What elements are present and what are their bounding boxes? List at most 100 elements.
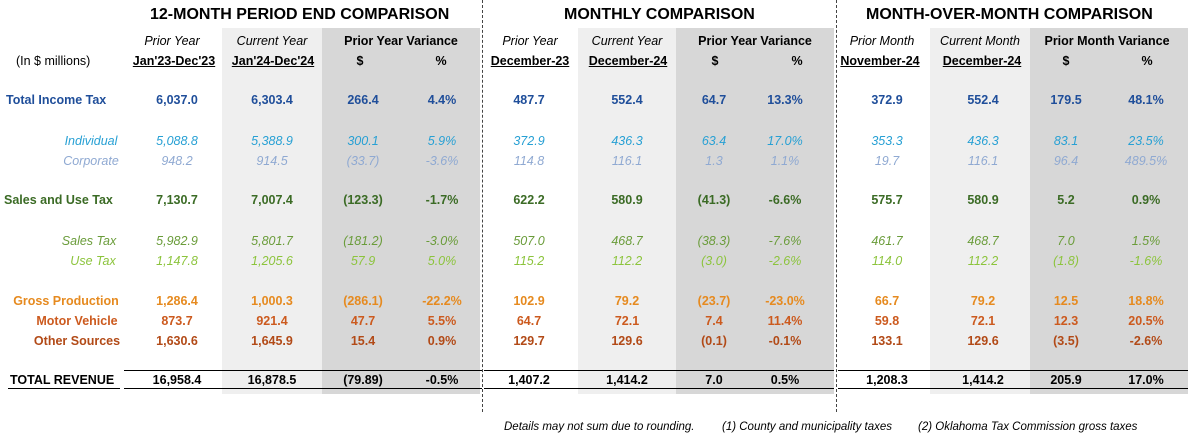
table-cell: 914.5 <box>256 154 288 168</box>
table-cell: 1,414.2 <box>606 373 648 387</box>
table-cell: 7.4 <box>705 314 723 328</box>
table-cell: 921.4 <box>256 314 288 328</box>
table-cell: (1.8) <box>1053 254 1079 268</box>
table-cell: 6,303.4 <box>251 93 293 107</box>
row-label: TOTAL REVENUE <box>10 373 115 387</box>
table-cell: 7.0 <box>705 373 723 387</box>
table-cell: 59.8 <box>874 314 900 328</box>
row-label: Sales Tax <box>61 234 117 248</box>
table-cell: 114.0 <box>871 254 903 268</box>
table-cell: 436.3 <box>967 134 999 148</box>
table-cell: 179.5 <box>1050 93 1082 107</box>
row-label: Motor Vehicle <box>36 314 118 328</box>
table-cell: 17.0% <box>1128 373 1164 387</box>
col-header: November-24 <box>840 54 920 68</box>
table-cell: 15.4 <box>350 334 376 348</box>
table-cell: 72.1 <box>614 314 640 328</box>
table-cell: 23.5% <box>1128 134 1164 148</box>
table-cell: 1.3 <box>705 154 723 168</box>
table-cell: 112.2 <box>611 254 643 268</box>
table-cell: 552.4 <box>611 93 643 107</box>
table-cell: 468.7 <box>967 234 999 248</box>
table-cell: 72.1 <box>970 314 996 328</box>
table-cell: 66.7 <box>874 294 900 308</box>
table-cell: 7,130.7 <box>156 193 198 207</box>
row-label: Sales and Use Tax <box>4 193 113 207</box>
table-cell: (3.5) <box>1053 334 1079 348</box>
table-cell: 489.5% <box>1124 154 1168 168</box>
table-cell: -3.6% <box>425 154 459 168</box>
total-bottom-border <box>484 388 834 389</box>
section-divider <box>836 0 837 412</box>
table-cell: 7.0 <box>1057 234 1075 248</box>
table-cell: 1,000.3 <box>251 294 293 308</box>
table-cell: -22.2% <box>422 294 462 308</box>
table-cell: 1,630.6 <box>156 334 198 348</box>
table-cell: -23.0% <box>765 294 805 308</box>
table-cell: 96.4 <box>1053 154 1079 168</box>
col-header: $ <box>1062 54 1070 68</box>
col-header: Jan'23-Dec'23 <box>132 54 216 68</box>
table-cell: 205.9 <box>1050 373 1082 387</box>
table-cell: 1,407.2 <box>508 373 550 387</box>
table-cell: (286.1) <box>343 294 383 308</box>
table-cell: 5.5% <box>427 314 457 328</box>
col-header: Current Year <box>236 34 308 48</box>
table-cell: 12.5 <box>1053 294 1079 308</box>
table-cell: -2.6% <box>1129 334 1163 348</box>
table-cell: 79.2 <box>970 294 996 308</box>
shade-current-month-3 <box>930 28 1030 394</box>
section-divider <box>482 0 483 412</box>
table-cell: 79.2 <box>614 294 640 308</box>
table-cell: 5,801.7 <box>251 234 293 248</box>
col-header: December-23 <box>490 54 570 68</box>
col-header: Prior Year Variance <box>344 34 458 48</box>
table-cell: 5.9% <box>427 134 457 148</box>
table-cell: 1,414.2 <box>962 373 1004 387</box>
table-cell: 1,205.6 <box>251 254 293 268</box>
table-cell: 1.1% <box>770 154 800 168</box>
table-cell: 129.7 <box>513 334 545 348</box>
table-cell: 116.1 <box>967 154 999 168</box>
section-title: 12-MONTH PERIOD END COMPARISON <box>150 6 450 23</box>
table-cell: 5.2 <box>1057 193 1075 207</box>
table-cell: 102.9 <box>513 294 545 308</box>
table-cell: 5,982.9 <box>156 234 198 248</box>
table-cell: 63.4 <box>701 134 727 148</box>
table-cell: 7,007.4 <box>251 193 293 207</box>
table-cell: (41.3) <box>697 193 731 207</box>
col-header: December-24 <box>942 54 1022 68</box>
table-cell: 507.0 <box>513 234 545 248</box>
table-cell: 0.9% <box>427 334 457 348</box>
table-cell: -2.6% <box>768 254 802 268</box>
col-header: Current Month <box>940 34 1020 48</box>
section-title: MONTH-OVER-MONTH COMPARISON <box>866 6 1153 23</box>
table-cell: 0.5% <box>770 373 800 387</box>
table-cell: -1.7% <box>425 193 459 207</box>
table-cell: -0.5% <box>425 373 459 387</box>
table-cell: 57.9 <box>350 254 376 268</box>
col-header: % <box>435 54 447 68</box>
table-cell: 4.4% <box>427 93 457 107</box>
row-label: Use Tax <box>70 254 116 268</box>
table-cell: 580.9 <box>967 193 999 207</box>
col-header: Prior Year <box>144 34 200 48</box>
col-header: Prior Month Variance <box>1044 34 1170 48</box>
col-header: $ <box>356 54 364 68</box>
col-header: $ <box>711 54 719 68</box>
shade-current-month-2 <box>578 28 676 394</box>
table-cell: (0.1) <box>701 334 727 348</box>
table-cell: -0.1% <box>768 334 802 348</box>
table-cell: 129.6 <box>611 334 643 348</box>
total-top-border <box>838 370 1188 371</box>
table-cell: 17.0% <box>767 134 803 148</box>
table-cell: 12.3 <box>1053 314 1079 328</box>
table-cell: (79.89) <box>343 373 383 387</box>
table-cell: 13.3% <box>767 93 803 107</box>
table-cell: 1,645.9 <box>251 334 293 348</box>
footnote-rounding: Details may not sum due to rounding. <box>504 421 695 433</box>
total-label-underline <box>8 388 120 389</box>
table-cell: 5.0% <box>427 254 457 268</box>
col-header: Prior Month <box>849 34 915 48</box>
col-header: December-24 <box>588 54 668 68</box>
